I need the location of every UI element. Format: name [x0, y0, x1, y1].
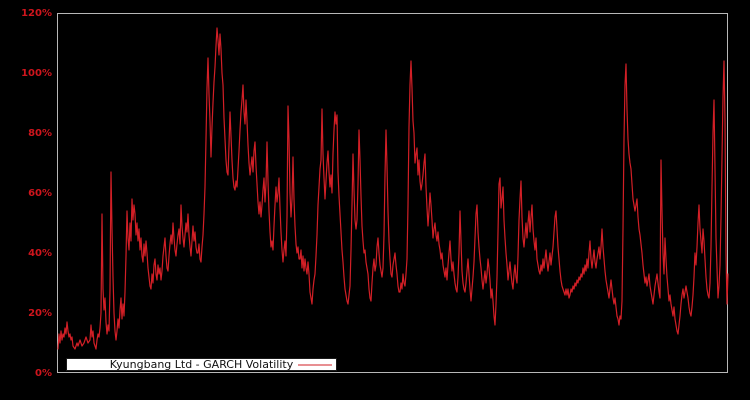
- legend: Kyungbang Ltd - GARCH Volatility: [66, 358, 337, 371]
- y-axis-tick-label: 60%: [28, 187, 52, 199]
- y-axis-tick-label: 120%: [21, 7, 52, 19]
- y-axis-tick-label: 80%: [28, 127, 52, 139]
- legend-label: Kyungbang Ltd - GARCH Volatility: [109, 357, 294, 371]
- volatility-series-line: [57, 27, 729, 350]
- legend-line-sample: [298, 364, 332, 365]
- y-axis-tick-label: 40%: [28, 247, 52, 259]
- y-axis-tick-label: 20%: [28, 307, 52, 319]
- y-axis-tick-label: 0%: [35, 367, 52, 379]
- y-axis-tick-label: 100%: [21, 67, 52, 79]
- y-axis: 0% 20% 40% 60% 80% 100% 120%: [0, 0, 57, 400]
